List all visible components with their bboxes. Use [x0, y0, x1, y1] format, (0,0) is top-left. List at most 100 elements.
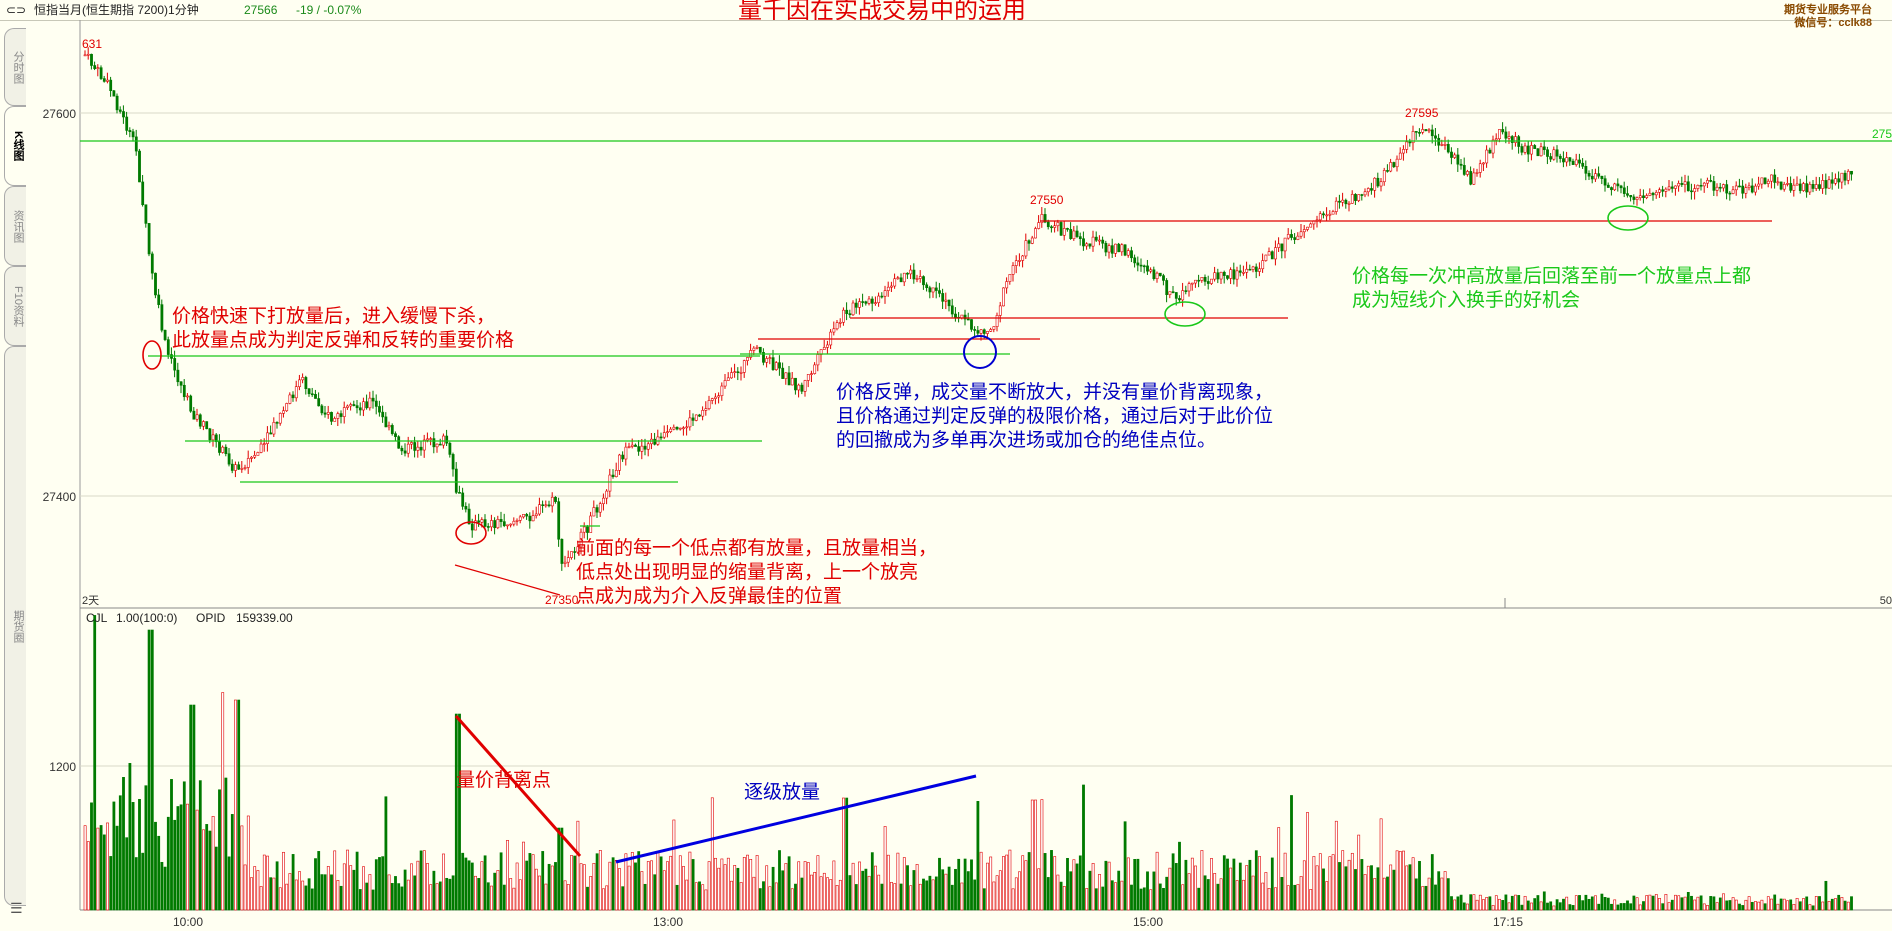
volume-bar	[419, 850, 423, 911]
candle	[1613, 183, 1617, 191]
candle	[1363, 191, 1367, 196]
volume-bar	[445, 877, 449, 911]
candle	[1562, 158, 1565, 163]
volume-bar	[371, 889, 375, 911]
volume-bar	[422, 850, 426, 911]
volume-bar	[1654, 894, 1658, 911]
right-edge-value: 275	[1872, 127, 1892, 141]
candle	[662, 432, 666, 438]
volume-bar	[96, 827, 100, 911]
candle	[605, 490, 609, 499]
link-icon[interactable]: ⊂⊃	[6, 3, 27, 17]
volume-bar	[736, 867, 740, 911]
volume-bar	[1421, 886, 1425, 911]
candle	[653, 438, 657, 445]
volume-bar	[272, 877, 276, 911]
volume-bar	[1187, 873, 1191, 911]
candle	[1270, 251, 1274, 260]
candle	[1725, 184, 1729, 194]
candle	[1475, 172, 1479, 174]
candle	[874, 302, 877, 304]
candle	[938, 290, 941, 294]
volume-bar	[138, 798, 141, 911]
candle	[963, 314, 967, 320]
volume-bar	[522, 841, 525, 911]
tab-kline[interactable]: K线图	[4, 106, 26, 186]
candle	[1584, 166, 1588, 174]
candle	[1299, 231, 1303, 237]
volume-bar	[378, 857, 381, 911]
candle	[883, 290, 887, 297]
volume-bar	[192, 704, 196, 911]
candle	[742, 360, 746, 373]
candle	[109, 79, 113, 91]
volume-bar	[682, 866, 685, 911]
volume-bar	[349, 865, 353, 911]
candle	[1578, 159, 1581, 164]
tab-news[interactable]: 资讯图	[4, 186, 26, 266]
volume-bar	[1834, 898, 1837, 911]
volume-bar	[1254, 850, 1258, 911]
candle	[525, 514, 529, 517]
candle	[1334, 200, 1338, 212]
candle	[547, 504, 551, 507]
volume-bar	[1446, 878, 1450, 911]
volume-bar	[563, 880, 567, 911]
candle	[714, 396, 717, 399]
volume-bar	[1613, 899, 1617, 911]
volume-bar	[1827, 901, 1831, 911]
tab-f10[interactable]: F10资料	[4, 266, 26, 346]
candle	[1184, 290, 1188, 292]
candle	[1213, 272, 1217, 280]
candle	[723, 380, 727, 387]
candle	[342, 407, 346, 417]
volume-bar	[1110, 880, 1114, 911]
candle	[1155, 272, 1159, 279]
candle	[646, 443, 650, 450]
volume-bar	[115, 825, 119, 911]
tab-timeshare[interactable]: 分时图	[4, 28, 26, 106]
volume-bar	[1766, 896, 1770, 911]
volume-bar	[243, 864, 247, 911]
candle	[378, 406, 381, 413]
candle	[422, 439, 426, 451]
volume-bar	[1830, 898, 1834, 911]
volume-bar	[467, 860, 471, 911]
candle	[851, 302, 855, 316]
volume-bar	[509, 878, 513, 911]
time-tick-1300: 13:00	[653, 915, 683, 929]
volume-bar	[128, 763, 132, 911]
volume-bar	[294, 879, 298, 911]
candle	[1408, 141, 1412, 144]
volume-bar	[1440, 877, 1444, 911]
candle	[1670, 186, 1674, 189]
candle	[454, 468, 458, 493]
candle	[672, 426, 676, 430]
volume-bar	[144, 785, 148, 911]
menu-icon[interactable]: ☰	[10, 900, 23, 916]
volume-bar	[1203, 875, 1207, 911]
volume-bar	[1718, 897, 1722, 911]
volume-bar	[202, 829, 205, 911]
volume-bar	[768, 886, 772, 911]
candle	[243, 467, 247, 469]
candle	[1200, 277, 1204, 281]
tab-futures-circle[interactable]: 期货圈	[4, 346, 26, 906]
candle	[1840, 172, 1844, 183]
volume-bar	[659, 856, 663, 911]
candle	[1456, 154, 1460, 165]
candle	[1699, 184, 1703, 187]
candle	[1354, 194, 1357, 201]
volume-bar	[1302, 860, 1306, 911]
candle	[1600, 175, 1604, 179]
volume-tick-1200: 1200	[49, 760, 76, 774]
candle	[870, 298, 874, 304]
volume-bar	[1504, 894, 1508, 911]
candle	[1411, 131, 1415, 144]
volume-bar	[147, 629, 151, 911]
candle	[288, 394, 292, 404]
volume-bar	[774, 882, 778, 911]
candle	[1792, 184, 1796, 191]
volume-bar	[1731, 897, 1735, 911]
